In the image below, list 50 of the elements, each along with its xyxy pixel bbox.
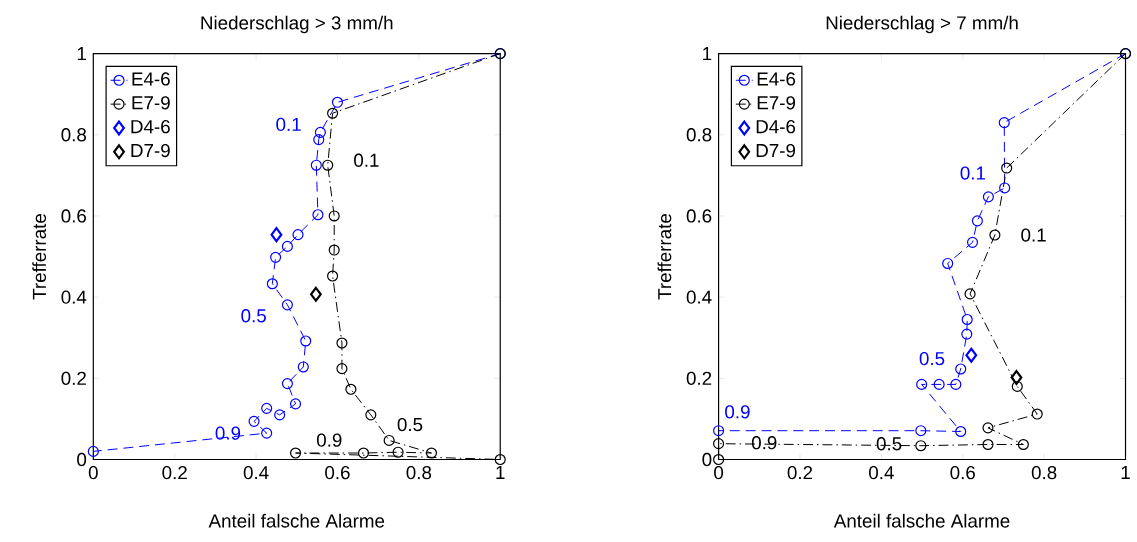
y-tick-label: 0.2 [686, 371, 712, 386]
annotation: 0.1 [1021, 228, 1046, 242]
y-tick-label: 0.2 [61, 371, 86, 386]
legend-label: D4-6 [131, 120, 170, 134]
y-tick-label: 0.6 [61, 209, 87, 223]
x-tick-label: 0.4 [243, 466, 269, 480]
y-tick-label: 1 [703, 47, 712, 61]
y-tick-label: 0.8 [61, 128, 87, 142]
x-tick-label: 0.4 [869, 466, 894, 480]
x-tick-label: 0.6 [950, 466, 975, 480]
legend-label: E7-9 [132, 96, 170, 110]
legend-label: D4-6 [756, 120, 796, 134]
legend-label: D7-9 [756, 143, 796, 158]
x-tick-label: 0.6 [325, 466, 350, 480]
annotation: 0.5 [397, 417, 423, 432]
annotation: 0.9 [725, 405, 750, 419]
y-tick-label: 0.4 [686, 290, 712, 304]
legend-label: D7-9 [131, 143, 170, 158]
chart-title: Niederschlag > 7 mm/h [826, 15, 1018, 34]
annotation: 0.1 [276, 117, 301, 132]
annotation: 0.1 [354, 153, 379, 167]
x-tick-label: 1 [496, 466, 505, 479]
y-tick-label: 0.6 [686, 209, 712, 223]
x-axis-title: Anteil falsche Alarme [833, 513, 1010, 528]
chart-title: Niederschlag > 3 mm/h [201, 15, 393, 34]
annotation: 0.5 [241, 309, 266, 323]
y-axis-title: Trefferrate [32, 214, 47, 300]
y-axis-title: Trefferrate [657, 214, 672, 300]
annotation: 0.9 [316, 433, 342, 447]
x-tick-label: 0 [714, 466, 724, 480]
annotation: 0.9 [215, 426, 241, 440]
legend-label: E4-6 [132, 72, 170, 86]
y-tick-label: 0.4 [61, 290, 87, 304]
x-axis-title: Anteil falsche Alarme [208, 513, 385, 528]
y-tick-label: 0.8 [686, 128, 712, 142]
y-tick-label: 0 [77, 452, 87, 467]
x-tick-label: 0 [88, 466, 98, 480]
x-tick-label: 0.8 [406, 466, 432, 480]
legend-label: E7-9 [757, 96, 796, 110]
legend-label: E4-6 [757, 72, 796, 86]
annotation: 0.5 [876, 437, 902, 451]
annotation: 0.9 [751, 436, 777, 450]
x-tick-label: 0.2 [162, 466, 187, 480]
annotation: 0.1 [960, 166, 986, 180]
annotation: 0.5 [919, 352, 945, 366]
x-tick-label: 0.8 [1031, 466, 1057, 480]
x-tick-label: 1 [1121, 466, 1130, 479]
y-tick-label: 1 [77, 47, 86, 61]
y-tick-label: 0 [702, 452, 712, 467]
x-tick-label: 0.2 [787, 466, 813, 480]
